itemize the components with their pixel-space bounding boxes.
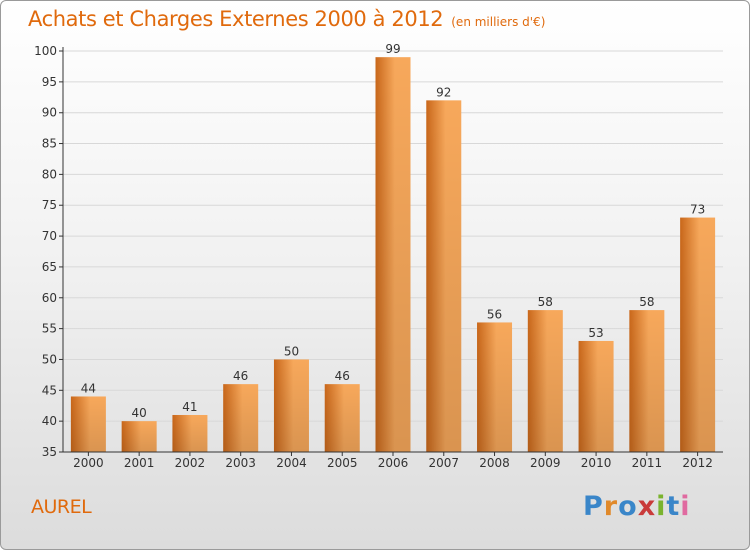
logo-letter: x — [637, 491, 657, 522]
x-tick-label: 2008 — [479, 456, 510, 470]
x-tick-label: 2004 — [276, 456, 307, 470]
data-label: 46 — [335, 369, 350, 383]
y-tick-label: 80 — [42, 167, 57, 181]
logo-letter: o — [618, 491, 638, 522]
proxiti-logo[interactable]: Proxiti — [583, 491, 691, 522]
data-label: 56 — [487, 307, 502, 321]
x-tick-label: 2006 — [378, 456, 409, 470]
y-tick-label: 75 — [42, 198, 57, 212]
y-tick-label: 40 — [42, 414, 57, 428]
x-tick-label: 2009 — [530, 456, 561, 470]
data-label: 92 — [436, 85, 451, 99]
commune-name: AUREL — [31, 496, 92, 518]
y-tick-label: 90 — [42, 106, 57, 120]
bar-shade — [375, 57, 411, 453]
bar-shade — [680, 217, 716, 452]
logo-letter: r — [603, 491, 619, 522]
bar-shade — [629, 310, 665, 452]
y-tick-label: 55 — [42, 322, 57, 336]
y-tick-label: 95 — [42, 75, 57, 89]
data-label: 50 — [284, 344, 299, 358]
logo-letter: i — [656, 491, 667, 522]
data-label: 44 — [81, 381, 96, 395]
chart-title: Achats et Charges Externes 2000 à 2012 (e… — [28, 7, 545, 31]
title-text: Achats et Charges Externes 2000 à 2012 — [28, 7, 444, 31]
data-label: 58 — [538, 295, 553, 309]
x-tick-label: 2000 — [73, 456, 104, 470]
x-tick-label: 2005 — [327, 456, 358, 470]
y-tick-label: 60 — [42, 291, 57, 305]
data-label: 41 — [182, 400, 197, 414]
bar-shade — [172, 414, 208, 452]
x-tick-label: 2010 — [581, 456, 612, 470]
data-label: 73 — [690, 203, 705, 217]
bar-shade — [70, 396, 106, 452]
x-tick-label: 2002 — [175, 456, 206, 470]
data-label: 40 — [132, 406, 147, 420]
bar-shade — [324, 384, 360, 452]
bars — [70, 57, 716, 453]
bar-shade — [477, 322, 513, 452]
bar-shade — [223, 384, 259, 452]
bar-shade — [121, 421, 157, 452]
data-label: 58 — [639, 295, 654, 309]
x-tick-label: 2001 — [124, 456, 155, 470]
labels: 2000 44 2001 40 2002 41 2003 46 2004 50 2005 46 2006… — [73, 42, 713, 470]
bar-shade — [273, 359, 309, 452]
y-tick-label: 85 — [42, 137, 57, 151]
bar-shade — [578, 340, 614, 452]
title-unit: (en milliers d'€) — [451, 15, 546, 29]
data-label: 99 — [385, 42, 400, 56]
x-tick-label: 2012 — [682, 456, 713, 470]
y-tick-label: 35 — [42, 445, 57, 459]
logo-letter: t — [666, 491, 681, 522]
bar-shade — [426, 100, 462, 452]
y-tick-label: 50 — [42, 352, 57, 366]
data-label: 46 — [233, 369, 248, 383]
x-tick-label: 2003 — [225, 456, 256, 470]
y-tick-label: 70 — [42, 229, 57, 243]
logo-letter: i — [680, 491, 691, 522]
bar-shade — [527, 310, 563, 452]
y-tick-label: 45 — [42, 383, 57, 397]
axes: 35 40 45 50 55 60 65 70 75 80 85 90 95 100 — [34, 44, 723, 459]
x-tick-label: 2007 — [428, 456, 459, 470]
logo-letter: P — [583, 491, 604, 522]
y-tick-label: 65 — [42, 260, 57, 274]
x-tick-label: 2011 — [632, 456, 663, 470]
y-tick-label: 100 — [34, 44, 57, 58]
data-label: 53 — [588, 326, 603, 340]
